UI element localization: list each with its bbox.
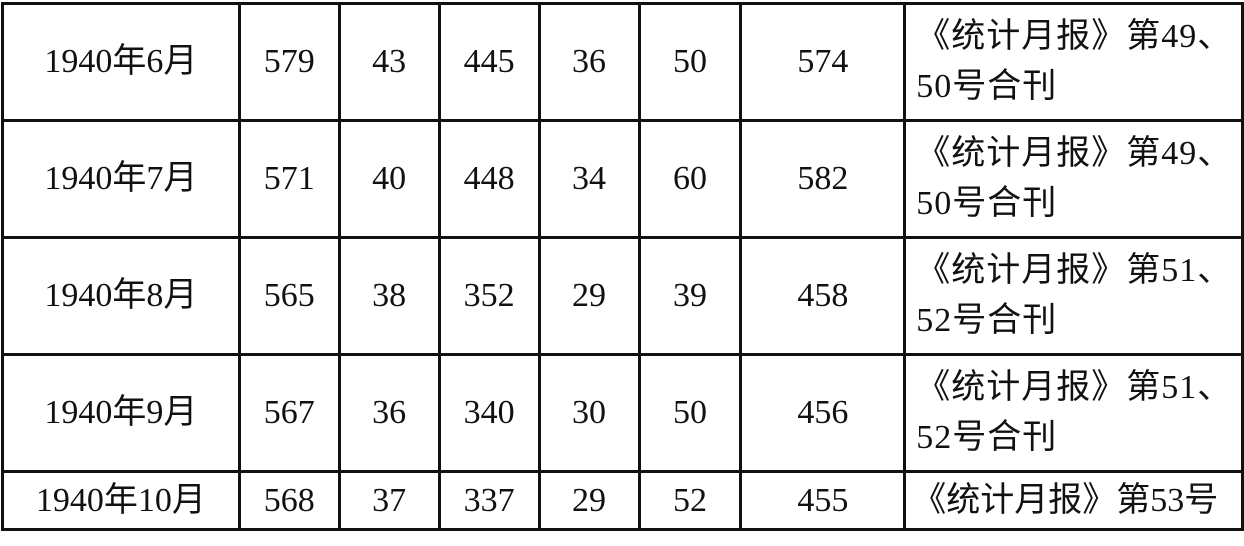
value-cell: 448	[437, 119, 541, 239]
value-cell: 50	[637, 353, 743, 473]
value-cell: 456	[739, 353, 907, 473]
value-cell: 29	[537, 470, 641, 531]
value-cell: 50	[637, 2, 743, 122]
date-cell: 1940年7月	[1, 119, 241, 239]
date-cell: 1940年6月	[1, 2, 241, 122]
value-cell: 567	[237, 353, 341, 473]
value-cell: 340	[437, 353, 541, 473]
value-cell: 39	[637, 236, 743, 356]
table-row: 1940年7月 571 40 448 34 60 582 《统计月报》第49、50号合刊	[1, 119, 1244, 239]
value-cell: 582	[739, 119, 907, 239]
value-cell: 458	[739, 236, 907, 356]
source-cell: 《统计月报》第51、52号合刊	[903, 353, 1244, 473]
value-cell: 30	[537, 353, 641, 473]
date-cell: 1940年10月	[1, 470, 241, 531]
value-cell: 337	[437, 470, 541, 531]
value-cell: 574	[739, 2, 907, 122]
date-cell: 1940年9月	[1, 353, 241, 473]
value-cell: 36	[337, 353, 441, 473]
value-cell: 34	[537, 119, 641, 239]
value-cell: 579	[237, 2, 341, 122]
source-cell: 《统计月报》第53号	[903, 470, 1244, 531]
value-cell: 445	[437, 2, 541, 122]
table-row: 1940年9月 567 36 340 30 50 456 《统计月报》第51、52号合刊	[1, 353, 1244, 473]
value-cell: 37	[337, 470, 441, 531]
table-row: 1940年10月 568 37 337 29 52 455 《统计月报》第53号	[1, 470, 1244, 531]
value-cell: 565	[237, 236, 341, 356]
value-cell: 36	[537, 2, 641, 122]
value-cell: 455	[739, 470, 907, 531]
statistics-table: 1940年6月 579 43 445 36 50 574 《统计月报》第49、50号合刊 194…	[1, 2, 1244, 531]
value-cell: 352	[437, 236, 541, 356]
value-cell: 43	[337, 2, 441, 122]
table-row: 1940年6月 579 43 445 36 50 574 《统计月报》第49、50号合刊	[1, 2, 1244, 122]
value-cell: 568	[237, 470, 341, 531]
date-cell: 1940年8月	[1, 236, 241, 356]
value-cell: 52	[637, 470, 743, 531]
value-cell: 29	[537, 236, 641, 356]
value-cell: 571	[237, 119, 341, 239]
source-cell: 《统计月报》第51、52号合刊	[903, 236, 1244, 356]
value-cell: 40	[337, 119, 441, 239]
source-cell: 《统计月报》第49、50号合刊	[903, 119, 1244, 239]
value-cell: 38	[337, 236, 441, 356]
value-cell: 60	[637, 119, 743, 239]
table-row: 1940年8月 565 38 352 29 39 458 《统计月报》第51、52号合刊	[1, 236, 1244, 356]
source-cell: 《统计月报》第49、50号合刊	[903, 2, 1244, 122]
